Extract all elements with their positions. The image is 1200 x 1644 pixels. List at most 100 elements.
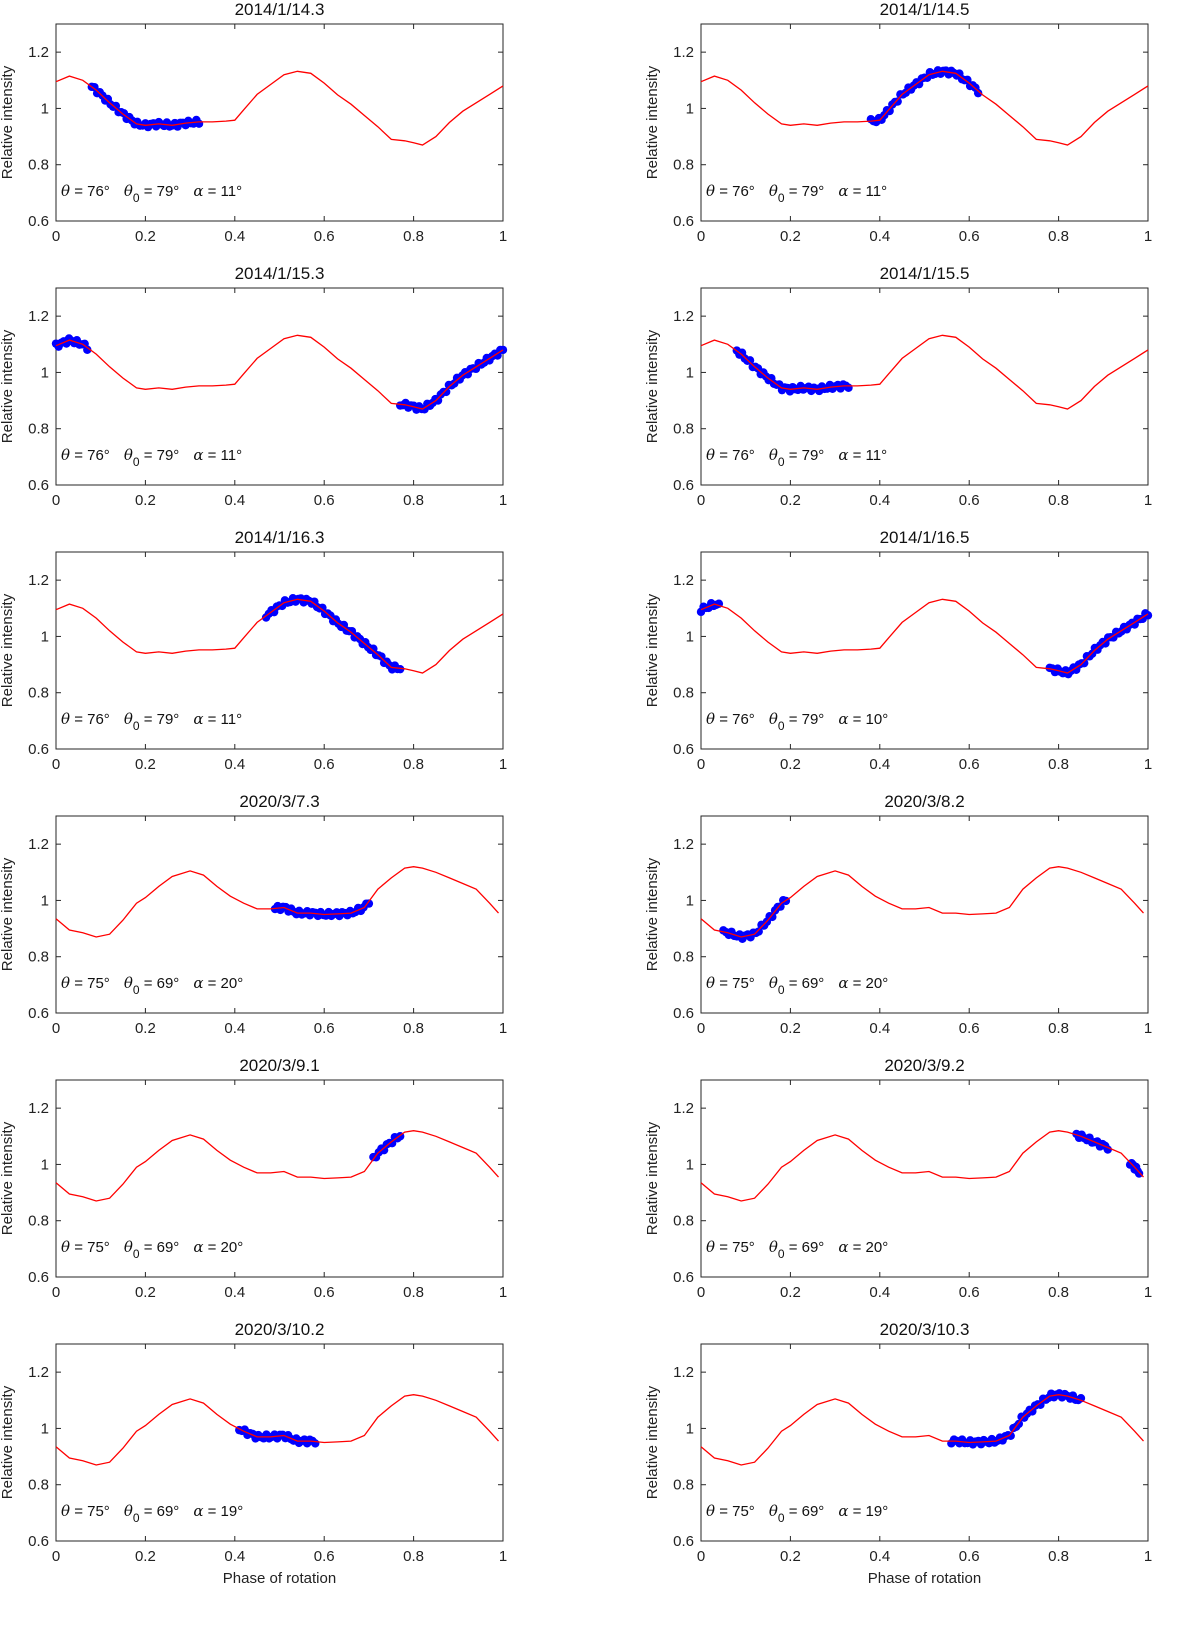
- axes-box: [55, 815, 504, 1014]
- subplot-panel: 2014/1/14.5 0 0.2 0.4 0.6 0.8 1 0.6 0.8 1 1.2 Relat…: [644, 0, 1152, 245]
- x-tick-label: 0: [697, 492, 705, 509]
- x-tick-label: 1: [499, 1284, 507, 1301]
- theta0-value: = 79°: [785, 447, 825, 464]
- theta0-subscript: 0: [133, 1247, 140, 1261]
- x-tick-label: 0.6: [959, 756, 980, 773]
- y-axis-label: Relative intensity: [644, 593, 661, 707]
- y-tick-label: 0.6: [28, 477, 49, 494]
- x-tick-label: 0.6: [314, 756, 335, 773]
- alpha-symbol: α: [838, 1238, 848, 1256]
- x-tick-label: 0.4: [869, 492, 890, 509]
- x-tick-label: 0.8: [1048, 492, 1069, 509]
- geometry-annotation: θ = 76° θ0 = 79° α = 11°: [61, 182, 242, 205]
- y-tick-label: 1: [41, 628, 49, 645]
- y-axis-label: Relative intensity: [0, 857, 16, 971]
- theta-value: = 76°: [715, 711, 755, 728]
- y-tick-label: 0.6: [28, 1269, 49, 1286]
- y-tick-label: 0.6: [673, 1533, 694, 1550]
- subplot-panel: 2014/1/16.3 0 0.2 0.4 0.6 0.8 1 0.6 0.8 1 1.2 Relat…: [0, 528, 507, 773]
- y-axis-label: Relative intensity: [0, 1121, 16, 1235]
- y-tick-label: 1.2: [673, 1364, 694, 1381]
- x-tick-label: 0.6: [314, 228, 335, 245]
- y-axis-label: Relative intensity: [644, 329, 661, 443]
- y-tick-label: 0.8: [28, 1477, 49, 1494]
- theta0-subscript: 0: [133, 191, 140, 205]
- x-tick-label: 0.8: [1048, 1548, 1069, 1565]
- model-curve: [55, 1130, 499, 1202]
- y-tick-label: 1.2: [673, 836, 694, 853]
- x-tick-label: 0.8: [1048, 228, 1069, 245]
- y-axis-label: Relative intensity: [0, 593, 16, 707]
- subplot-title: 2020/3/7.3: [239, 792, 319, 811]
- alpha-value: = 19°: [203, 1503, 243, 1520]
- observed-point: [1076, 1394, 1086, 1403]
- theta-symbol: θ: [706, 446, 715, 464]
- observed-points: [719, 895, 791, 943]
- theta-value: = 75°: [70, 1239, 110, 1256]
- theta0-symbol: θ: [769, 182, 778, 200]
- axes-box: [55, 1343, 504, 1542]
- observed-point: [194, 119, 204, 128]
- axes-box: [55, 287, 504, 486]
- x-tick-label: 0.8: [1048, 1020, 1069, 1037]
- x-tick-label: 1: [499, 1548, 507, 1565]
- theta0-subscript: 0: [778, 1511, 785, 1525]
- x-tick-label: 0.2: [780, 756, 801, 773]
- subplot-title: 2020/3/10.2: [235, 1320, 325, 1339]
- theta0-subscript: 0: [778, 191, 785, 205]
- y-axis-label: Relative intensity: [0, 1385, 16, 1499]
- y-tick-label: 1: [41, 1156, 49, 1173]
- alpha-value: = 20°: [848, 1239, 888, 1256]
- y-axis-label: Relative intensity: [644, 1385, 661, 1499]
- geometry-annotation: θ = 76° θ0 = 79° α = 11°: [61, 710, 242, 733]
- x-tick-label: 1: [499, 492, 507, 509]
- subplot-panel: 2014/1/15.5 0 0.2 0.4 0.6 0.8 1 0.6 0.8 1 1.2 Relat…: [644, 264, 1152, 509]
- x-tick-label: 0: [697, 1284, 705, 1301]
- geometry-annotation: θ = 75° θ0 = 69° α = 19°: [706, 1502, 888, 1525]
- theta0-subscript: 0: [778, 719, 785, 733]
- x-tick-label: 0.4: [224, 492, 245, 509]
- subplot-panel: 2014/1/16.5 0 0.2 0.4 0.6 0.8 1 0.6 0.8 1 1.2 Relat…: [644, 528, 1153, 773]
- theta0-value: = 69°: [140, 975, 180, 992]
- theta0-value: = 69°: [785, 1503, 825, 1520]
- x-tick-label: 1: [499, 228, 507, 245]
- x-tick-label: 0.8: [403, 228, 424, 245]
- x-tick-label: 0.6: [959, 492, 980, 509]
- x-tick-label: 0.6: [959, 228, 980, 245]
- x-tick-label: 1: [1144, 756, 1152, 773]
- x-tick-label: 0.8: [403, 756, 424, 773]
- x-tick-label: 0: [697, 1020, 705, 1037]
- subplot-title: 2020/3/9.2: [884, 1056, 964, 1075]
- x-tick-label: 1: [1144, 1284, 1152, 1301]
- axes-box: [700, 1343, 1149, 1542]
- axes-box: [700, 23, 1149, 222]
- y-tick-label: 1: [686, 1420, 694, 1437]
- subplot-panel: 2020/3/8.2 0 0.2 0.4 0.6 0.8 1 0.6 0.8 1 1.2 Relati…: [644, 792, 1152, 1037]
- y-tick-label: 0.8: [673, 1477, 694, 1494]
- alpha-symbol: α: [193, 974, 203, 992]
- theta0-value: = 69°: [140, 1503, 180, 1520]
- axes-box: [700, 1079, 1149, 1278]
- y-tick-label: 0.8: [28, 421, 49, 438]
- theta-symbol: θ: [61, 1502, 70, 1520]
- y-tick-label: 1: [686, 364, 694, 381]
- theta-symbol: θ: [61, 974, 70, 992]
- theta-value: = 76°: [70, 447, 110, 464]
- y-tick-label: 1: [41, 364, 49, 381]
- x-tick-label: 0.8: [403, 1020, 424, 1037]
- alpha-value: = 20°: [848, 975, 888, 992]
- observed-point: [347, 626, 357, 636]
- x-tick-label: 0.6: [314, 1020, 335, 1037]
- alpha-symbol: α: [838, 710, 848, 728]
- theta0-symbol: θ: [769, 446, 778, 464]
- theta0-subscript: 0: [778, 983, 785, 997]
- observed-point: [1006, 1431, 1015, 1441]
- x-tick-label: 0.2: [135, 1284, 156, 1301]
- axes-box: [55, 1079, 504, 1278]
- x-tick-label: 0.6: [314, 1284, 335, 1301]
- y-tick-label: 0.8: [673, 1213, 694, 1230]
- theta-value: = 75°: [715, 975, 755, 992]
- geometry-annotation: θ = 75° θ0 = 69° α = 19°: [61, 1502, 243, 1525]
- alpha-symbol: α: [193, 446, 203, 464]
- observed-point: [893, 97, 902, 106]
